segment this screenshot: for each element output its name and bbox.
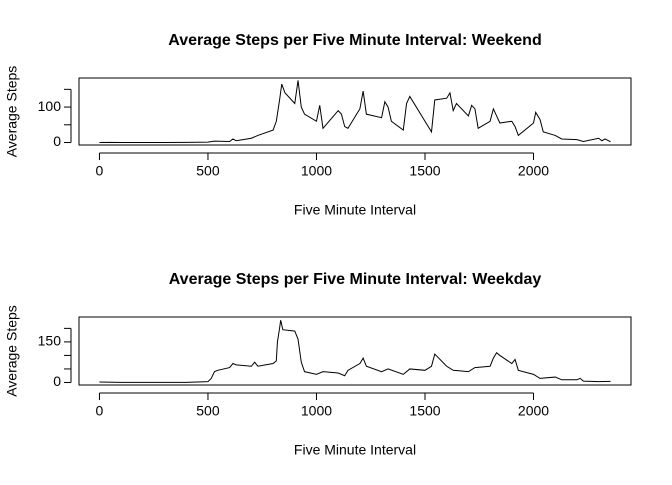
x-tick-label: 1000 (301, 163, 332, 179)
y-axis-label: Average Steps (4, 66, 20, 158)
x-tick-label: 2000 (518, 163, 549, 179)
plot-box (78, 316, 632, 386)
x-axis-label: Five Minute Interval (294, 202, 416, 218)
x-tick-label: 0 (96, 403, 104, 419)
x-tick-label: 2000 (518, 403, 549, 419)
data-line (99, 320, 611, 383)
chart-title: Average Steps per Five Minute Interval: … (169, 271, 542, 288)
x-tick-label: 500 (196, 163, 220, 179)
y-tick-label: 0 (53, 133, 61, 149)
x-tick-label: 500 (196, 403, 220, 419)
y-tick-label: 0 (53, 373, 61, 389)
chart-title: Average Steps per Five Minute Interval: … (168, 32, 541, 49)
y-axis-label: Average Steps (4, 305, 20, 397)
y-tick-label: 150 (38, 333, 62, 349)
x-tick-label: 1000 (301, 403, 332, 419)
y-tick-label: 100 (38, 98, 62, 114)
x-tick-label: 0 (96, 163, 104, 179)
plot-box (78, 77, 632, 146)
x-tick-label: 1500 (409, 163, 440, 179)
x-axis-label: Five Minute Interval (294, 442, 416, 458)
x-tick-label: 1500 (409, 403, 440, 419)
data-line (99, 80, 611, 144)
